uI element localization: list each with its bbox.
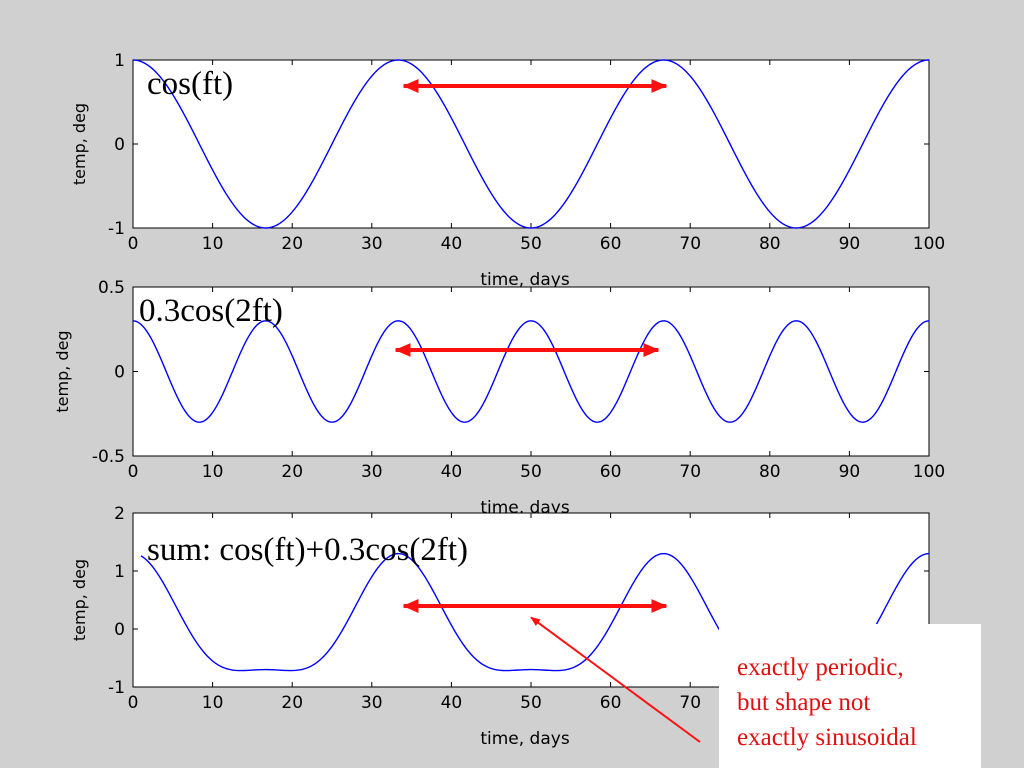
- y-tick-label: 0: [114, 620, 125, 640]
- x-tick-label: 30: [361, 693, 383, 713]
- x-tick-label: 50: [520, 693, 542, 713]
- x-axis-label: time, days: [480, 270, 569, 290]
- x-tick-label: 100: [913, 462, 945, 482]
- x-tick-label: 50: [520, 462, 542, 482]
- x-tick-label: 20: [281, 693, 303, 713]
- x-tick-label: 10: [202, 693, 224, 713]
- pointer-line: [530, 616, 701, 743]
- x-tick-label: 40: [441, 234, 463, 254]
- x-tick-label: 40: [441, 693, 463, 713]
- x-tick-label: 90: [839, 234, 861, 254]
- x-tick-label: 0: [128, 693, 139, 713]
- y-tick-label: 2: [114, 504, 125, 524]
- x-tick-label: 20: [281, 234, 303, 254]
- y-tick-label: -1: [108, 219, 125, 239]
- callout-line-3: exactly sinusoidal: [737, 724, 917, 751]
- y-tick-label: 1: [114, 562, 125, 582]
- y-tick-label: 0: [114, 135, 125, 155]
- x-tick-label: 80: [759, 234, 781, 254]
- x-tick-label: 0: [128, 462, 139, 482]
- x-tick-label: 90: [839, 462, 861, 482]
- x-tick-label: 20: [281, 462, 303, 482]
- y-axis-label: temp, deg: [70, 103, 89, 185]
- chart-annotation: sum: cos(ft)+0.3cos(2ft): [147, 532, 468, 568]
- x-tick-label: 30: [361, 462, 383, 482]
- x-tick-label: 70: [679, 693, 701, 713]
- x-tick-label: 10: [202, 234, 224, 254]
- x-tick-label: 0: [128, 234, 139, 254]
- x-tick-label: 100: [913, 234, 945, 254]
- y-tick-label: 0: [114, 363, 125, 383]
- series-line-1: [132, 59, 930, 229]
- x-tick-label: 60: [600, 234, 622, 254]
- y-axis-label: temp, deg: [53, 330, 72, 412]
- x-tick-label: 10: [202, 462, 224, 482]
- y-tick-label: 1: [114, 51, 125, 71]
- x-tick-label: 60: [600, 693, 622, 713]
- x-tick-label: 60: [600, 462, 622, 482]
- x-tick-label: 70: [679, 234, 701, 254]
- x-tick-label: 70: [679, 462, 701, 482]
- annotation-callout: exactly periodic, but shape not exactly …: [719, 624, 981, 768]
- y-tick-label: -1: [108, 678, 125, 698]
- callout-line-2: but shape not: [737, 689, 871, 716]
- series-line-1: [132, 320, 930, 423]
- chart-annotation: cos(ft): [147, 66, 233, 102]
- chart-annotation: 0.3cos(2ft): [139, 293, 283, 329]
- y-tick-label: -0.5: [92, 447, 125, 467]
- x-tick-label: 40: [441, 462, 463, 482]
- plot-area: [132, 286, 930, 457]
- y-tick-label: 0.5: [98, 278, 125, 298]
- x-axis-label: time, days: [480, 729, 569, 749]
- y-axis-label: temp, deg: [70, 559, 89, 641]
- callout-line-1: exactly periodic,: [737, 654, 904, 681]
- x-tick-label: 30: [361, 234, 383, 254]
- x-tick-label: 50: [520, 234, 542, 254]
- x-tick-label: 80: [759, 462, 781, 482]
